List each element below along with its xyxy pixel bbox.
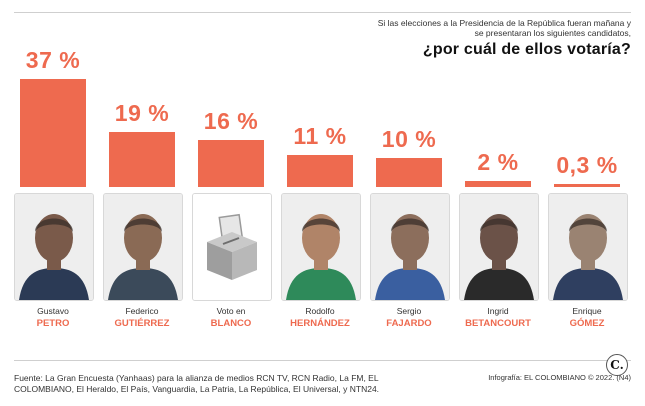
el-colombiano-logo: C. [606, 354, 628, 376]
chart-subtitle: Si las elecciones a la Presidencia de la… [377, 18, 631, 38]
candidate-first-name: Rodolfo [305, 306, 335, 316]
candidate-last-name: BETANCOURT [465, 318, 531, 329]
candidate-column: 2 % Ingrid BETANCOURT [457, 0, 539, 406]
candidate-photo [370, 193, 450, 301]
candidate-column: 0,3 % Enrique GÓMEZ [546, 0, 628, 406]
infographic-credit: Infografía: EL COLOMBIANO © 2022. (N4) [488, 373, 631, 382]
candidate-last-name: GÓMEZ [569, 318, 605, 329]
candidate-column: 10 % Sergio FAJARDO [368, 0, 450, 406]
percent-label: 16 % [203, 108, 259, 134]
candidate-first-name: Ingrid [487, 306, 509, 316]
candidate-photo [281, 193, 361, 301]
bar [376, 158, 442, 187]
candidate-column: 37 % Gustavo PETRO [12, 0, 94, 406]
percent-label: 19 % [114, 100, 170, 126]
top-rule [14, 12, 631, 13]
candidate-first-name: Federico [125, 306, 159, 316]
chart-header: Si las elecciones a la Presidencia de la… [371, 18, 631, 59]
candidate-photo [14, 193, 94, 301]
candidate-last-name: HERNÁNDEZ [290, 318, 350, 329]
percent-label: 37 % [25, 47, 81, 73]
candidate-photo [103, 193, 183, 301]
candidate-last-name: GUTIÉRREZ [114, 318, 170, 329]
percent-label: 11 % [293, 123, 347, 149]
candidate-column: 11 % Rodolfo HERNÁNDEZ [279, 0, 361, 406]
candidate-first-name: Sergio [396, 306, 422, 316]
bar [198, 140, 264, 187]
candidate-first-name: Gustavo [37, 306, 69, 316]
bar [287, 155, 353, 187]
candidate-column: 19 % Federico GUTIÉRREZ [101, 0, 183, 406]
ballot-box-icon [192, 193, 272, 301]
candidate-last-name: PETRO [36, 318, 70, 329]
source-note: Fuente: La Gran Encuesta (Yanhaas) para … [14, 373, 380, 394]
candidate-last-name: FAJARDO [386, 318, 432, 329]
candidate-column: 16 % Voto en BLANCO [190, 0, 272, 406]
footer-rule [14, 360, 631, 361]
bar [20, 79, 86, 187]
bar [554, 184, 620, 187]
candidate-first-name: Enrique [572, 306, 602, 316]
chart-title: ¿por cuál de ellos votaría? [422, 41, 631, 58]
bar [109, 132, 175, 187]
bar [465, 181, 531, 187]
percent-label: 0,3 % [556, 152, 618, 178]
candidate-last-name: BLANCO [210, 318, 252, 329]
percent-label: 2 % [477, 149, 519, 175]
candidate-first-name: Voto en [216, 306, 246, 316]
percent-label: 10 % [381, 126, 437, 152]
candidate-photo [459, 193, 539, 301]
candidate-photo [548, 193, 628, 301]
